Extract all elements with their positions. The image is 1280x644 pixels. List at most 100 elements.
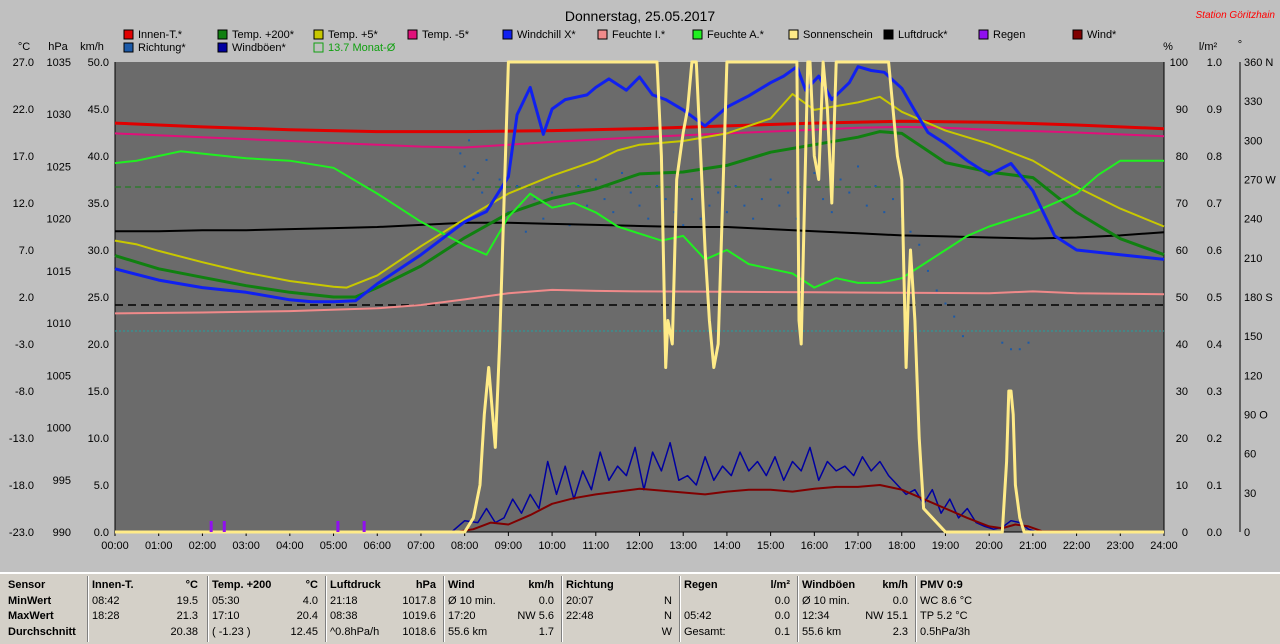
cell-label: Wind: [448, 579, 475, 591]
legend-label: 13.7 Monat-Ø: [328, 42, 396, 54]
table-column: Regen l/m² 0.0 05:42 0.0 Gesamt: 0.1: [684, 578, 794, 642]
humidity-tick-label: 50: [1176, 292, 1188, 304]
direction-tick-label: 180 S: [1244, 292, 1273, 304]
direction-point: [664, 198, 667, 201]
x-tick-label: 23:00: [1107, 540, 1135, 552]
weather-chart: Donnerstag, 25.05.2017 Station Göritzhain…: [9, 8, 1276, 552]
direction-point: [647, 217, 650, 220]
direction-point: [603, 198, 606, 201]
unit-humidity: %: [1163, 41, 1173, 53]
table-header: Richtung: [566, 578, 676, 594]
table-cell: Gesamt: 0.1: [684, 625, 794, 641]
cell-label: 0.5hPa/3h: [920, 625, 971, 638]
legend-swatch: [313, 42, 324, 53]
rain-tick-label: 0.2: [1207, 433, 1222, 445]
table-cell: 18:28 21.3: [92, 609, 202, 625]
table-header: PMV 0:9: [920, 578, 1040, 594]
series-luftdruck: [115, 221, 1165, 240]
direction-point: [612, 211, 615, 214]
direction-point: [874, 185, 877, 188]
x-tick-label: 19:00: [932, 540, 960, 552]
direction-tick-label: 210: [1244, 253, 1262, 265]
cell-value: hPa: [415, 579, 436, 591]
direction-point: [1010, 348, 1013, 351]
cell-value: W: [661, 625, 672, 638]
legend-label: Windchill X*: [517, 29, 576, 41]
table-column: PMV 0:9 WC 8.6 °C TP 5.2 °C 0.5hPa/3h: [920, 578, 1040, 642]
direction-tick-label: 240: [1244, 214, 1262, 226]
cell-label: 08:38: [330, 610, 358, 622]
cell-value: 20.38: [170, 625, 198, 638]
direction-point: [699, 217, 702, 220]
pressure-tick-label: 995: [53, 475, 71, 487]
temp-tick-label: 22.0: [13, 104, 34, 116]
cell-value: 12.45: [290, 625, 318, 638]
direction-tick-label: 60: [1244, 449, 1256, 461]
cell-label: Gesamt:: [684, 625, 726, 638]
direction-point: [629, 191, 632, 194]
cell-label: 12:34: [802, 610, 830, 622]
direction-point: [857, 165, 860, 168]
cell-value: 1.7: [538, 625, 554, 638]
legend-swatch: [123, 42, 134, 53]
row-label: MinWert: [8, 594, 52, 607]
rain-tick-label: 0.5: [1207, 292, 1222, 304]
cell-label: Regen: [684, 579, 718, 591]
cell-value: l/m²: [770, 579, 790, 591]
wind-tick-label: 35.0: [88, 198, 109, 210]
x-tick-label: 12:00: [626, 540, 654, 552]
direction-point: [725, 211, 728, 214]
unit-rain: l/m²: [1199, 41, 1218, 53]
wind-tick-label: 25.0: [88, 292, 109, 304]
x-tick-label: 09:00: [495, 540, 523, 552]
table-column: Innen-T. °C 08:42 19.5 18:28 21.3 20.38: [92, 578, 202, 642]
humidity-tick-label: 90: [1176, 104, 1188, 116]
cell-label: Windböen: [802, 579, 856, 591]
column-divider: [679, 576, 681, 642]
legend-swatch: [313, 29, 324, 40]
unit-direction: °: [1238, 39, 1242, 51]
table-cell: 20:07 N: [566, 594, 676, 610]
direction-tick-label: 360 N: [1244, 57, 1273, 69]
table-cell: TP 5.2 °C: [920, 609, 1040, 625]
rain-tick-label: 0.6: [1207, 245, 1222, 257]
rain-bar: [362, 521, 366, 532]
direction-point: [468, 139, 471, 142]
direction-point: [1001, 341, 1004, 344]
direction-point: [1027, 341, 1030, 344]
table-cell: 55.6 km 1.7: [448, 625, 558, 641]
column-divider: [325, 576, 327, 642]
direction-point: [551, 191, 554, 194]
direction-point: [778, 204, 781, 207]
pressure-tick-label: 1020: [47, 214, 71, 226]
legend-swatch: [692, 29, 703, 40]
rain-tick-label: 0.3: [1207, 386, 1222, 398]
rain-bar: [336, 521, 340, 532]
cell-label: Temp. +200: [212, 579, 272, 591]
direction-point: [586, 204, 589, 207]
wind-tick-label: 5.0: [94, 480, 109, 492]
legend-swatch: [123, 29, 134, 40]
table-header: Luftdruck hPa: [330, 578, 440, 594]
table-cell: Ø 10 min. 0.0: [802, 594, 912, 610]
legend-swatch: [883, 29, 894, 40]
legend-swatch: [217, 29, 228, 40]
cell-label: Ø 10 min.: [448, 594, 496, 607]
table-cell: 05:30 4.0: [212, 594, 322, 610]
table-cell: 17:20 NW 5.6: [448, 609, 558, 625]
direction-point: [542, 217, 545, 220]
cell-label: 08:42: [92, 594, 120, 607]
wind-tick-label: 40.0: [88, 151, 109, 163]
cell-label: 18:28: [92, 610, 120, 622]
x-tick-label: 20:00: [975, 540, 1003, 552]
direction-point: [516, 185, 519, 188]
column-divider: [87, 576, 89, 642]
table-header: Windböen km/h: [802, 578, 912, 594]
temp-tick-label: 27.0: [13, 57, 34, 69]
cell-value: km/h: [528, 579, 554, 591]
x-tick-label: 08:00: [451, 540, 479, 552]
rain-tick-label: 0.4: [1207, 339, 1222, 351]
pressure-tick-label: 1035: [47, 57, 71, 69]
rain-tick-label: 0.8: [1207, 151, 1222, 163]
rain-tick-label: 0.7: [1207, 198, 1222, 210]
